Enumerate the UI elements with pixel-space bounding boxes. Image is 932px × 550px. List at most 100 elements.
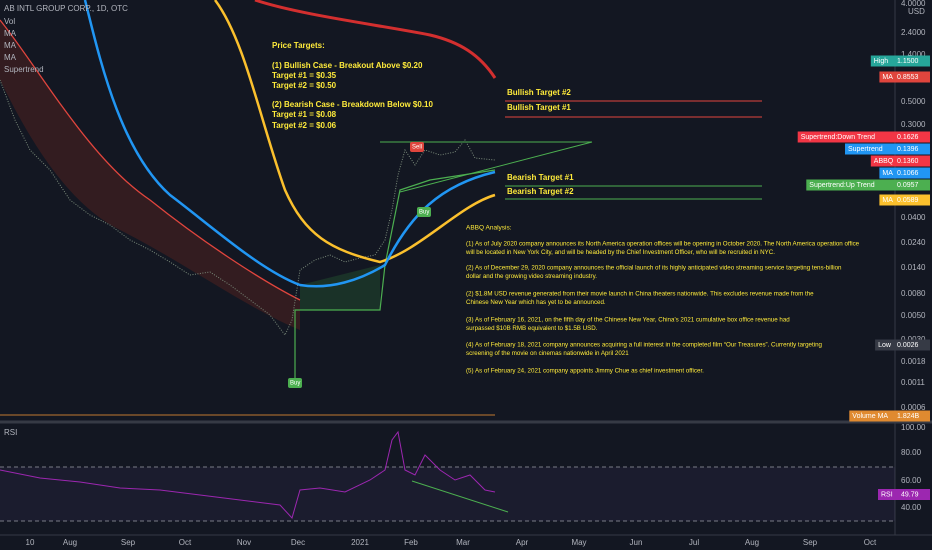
time-label: Aug [745, 538, 759, 547]
rsi-line [0, 430, 496, 519]
badge-value-bg [894, 194, 930, 206]
badge-value: 1.1500 [897, 58, 919, 65]
time-label: Sep [803, 538, 818, 547]
badge-name: Supertrend [848, 146, 883, 153]
price-label: 1.4000 [901, 50, 926, 59]
time-label: Dec [291, 538, 305, 547]
ma-mid [213, 0, 496, 264]
badge-name: Supertrend:Down Trend [801, 134, 875, 141]
badge-value: 0.0026 [897, 342, 919, 349]
price-pane [0, 0, 932, 536]
price-label: 0.0011 [901, 378, 925, 387]
badge-name-bg [879, 71, 894, 83]
badge-name-bg [797, 131, 894, 143]
badge-name: Low [878, 342, 892, 349]
analysis-line: Chinese New Year which has yet to be ann… [466, 299, 606, 306]
signal-bg [410, 142, 424, 152]
badge-name-bg [845, 143, 894, 155]
legend-item: Vol [4, 17, 15, 26]
target-label: Bullish Target #2 [507, 88, 571, 97]
analysis-line: (2) $1.8M USD revenue generated from the… [466, 291, 814, 298]
price-label: 0.0140 [901, 263, 926, 272]
badge-name-bg [875, 339, 894, 351]
badge-value-bg [894, 131, 930, 143]
time-label: 10 [26, 538, 35, 547]
badge-name: MA [882, 197, 893, 204]
badge-name: MA [882, 74, 893, 81]
rsi-pane [0, 430, 895, 522]
badge-name-bg [806, 179, 894, 191]
badge-value: 0.1066 [897, 170, 919, 177]
target-label: Bullish Target #1 [507, 103, 571, 112]
badge-name: Supertrend:Up Trend [809, 182, 874, 189]
badge-value: 0.1396 [897, 146, 919, 153]
rsi-label: 80.00 [901, 448, 922, 457]
badge-name: Volume MA [852, 413, 888, 420]
rsi-label: 60.00 [901, 476, 922, 485]
analysis-line: will be located in New York City, and wi… [465, 249, 775, 256]
badge-value: 0.1360 [897, 158, 919, 165]
target-label: Bearish Target #2 [507, 187, 574, 196]
rsi-badge-value: 49.79 [901, 491, 919, 498]
ma-long [254, 0, 497, 79]
supertrend-down [0, 19, 301, 301]
badge-name: MA [882, 170, 893, 177]
analysis-line: dollar and the growing video streaming i… [466, 273, 597, 280]
signal: Buy [290, 381, 300, 387]
badge-name-bg [870, 155, 894, 167]
time-label: Oct [179, 538, 192, 547]
price-label: 0.0400 [901, 213, 926, 222]
badge-name-bg [870, 55, 894, 67]
legend-item: Supertrend [4, 65, 44, 74]
time-label: Nov [237, 538, 251, 547]
badge-name: ABBQ [874, 158, 894, 165]
price-target: Target #1 = $0.08 [272, 110, 337, 119]
signal-bg [288, 378, 302, 388]
trend-line [399, 141, 593, 193]
badge-value-bg [894, 339, 930, 351]
time-label: Oct [864, 538, 877, 547]
analysis-line: screening of the movie on cinemas nation… [466, 350, 629, 357]
time-label: Sep [121, 538, 136, 547]
price-label: 0.3000 [901, 120, 926, 129]
time-label: Feb [404, 538, 418, 547]
badge-name-bg [879, 194, 894, 206]
badge-value: 0.8553 [897, 74, 919, 81]
analysis-line: (1) As of July 2020 company announces it… [466, 241, 860, 248]
badge-name-bg [849, 410, 894, 422]
time-label: 2021 [351, 538, 369, 547]
time-label: Aug [63, 538, 77, 547]
time-label: Jun [630, 538, 643, 547]
badge-value: 0.0957 [897, 182, 919, 189]
rsi-badge-name: RSI [881, 491, 893, 498]
legend-item: MA [4, 29, 17, 38]
badge-value-bg [894, 155, 930, 167]
analysis-title: ABBQ Analysis: [466, 225, 512, 232]
rsi-label: 100.00 [901, 423, 926, 432]
time-label: Jul [689, 538, 699, 547]
rsi-trend-line [411, 480, 509, 513]
price-target: Target #1 = $0.35 [272, 71, 337, 80]
badge-value-bg [894, 55, 930, 67]
currency: USD [908, 7, 925, 16]
badge-name-bg [879, 167, 894, 179]
rsi-badge-bg [878, 489, 930, 500]
badge-value-bg [894, 167, 930, 179]
supertrend-fill [0, 20, 300, 330]
badge-value-bg [894, 71, 930, 83]
time-label: Mar [456, 538, 470, 547]
badge-value-bg [894, 410, 930, 422]
analysis-line: (2) As of December 29, 2020 company anno… [466, 265, 842, 272]
signal-bg [417, 207, 431, 217]
price-target: Target #2 = $0.50 [272, 81, 337, 90]
price-label: 0.0050 [901, 311, 926, 320]
price-label: 2.4000 [901, 28, 926, 37]
time-label: May [571, 538, 586, 547]
price-target: Target #2 = $0.06 [272, 121, 337, 130]
price-label: 4.0000 [901, 0, 926, 8]
rsi-band [0, 467, 895, 521]
badge-value-bg [894, 143, 930, 155]
badge-name: High [874, 58, 889, 65]
